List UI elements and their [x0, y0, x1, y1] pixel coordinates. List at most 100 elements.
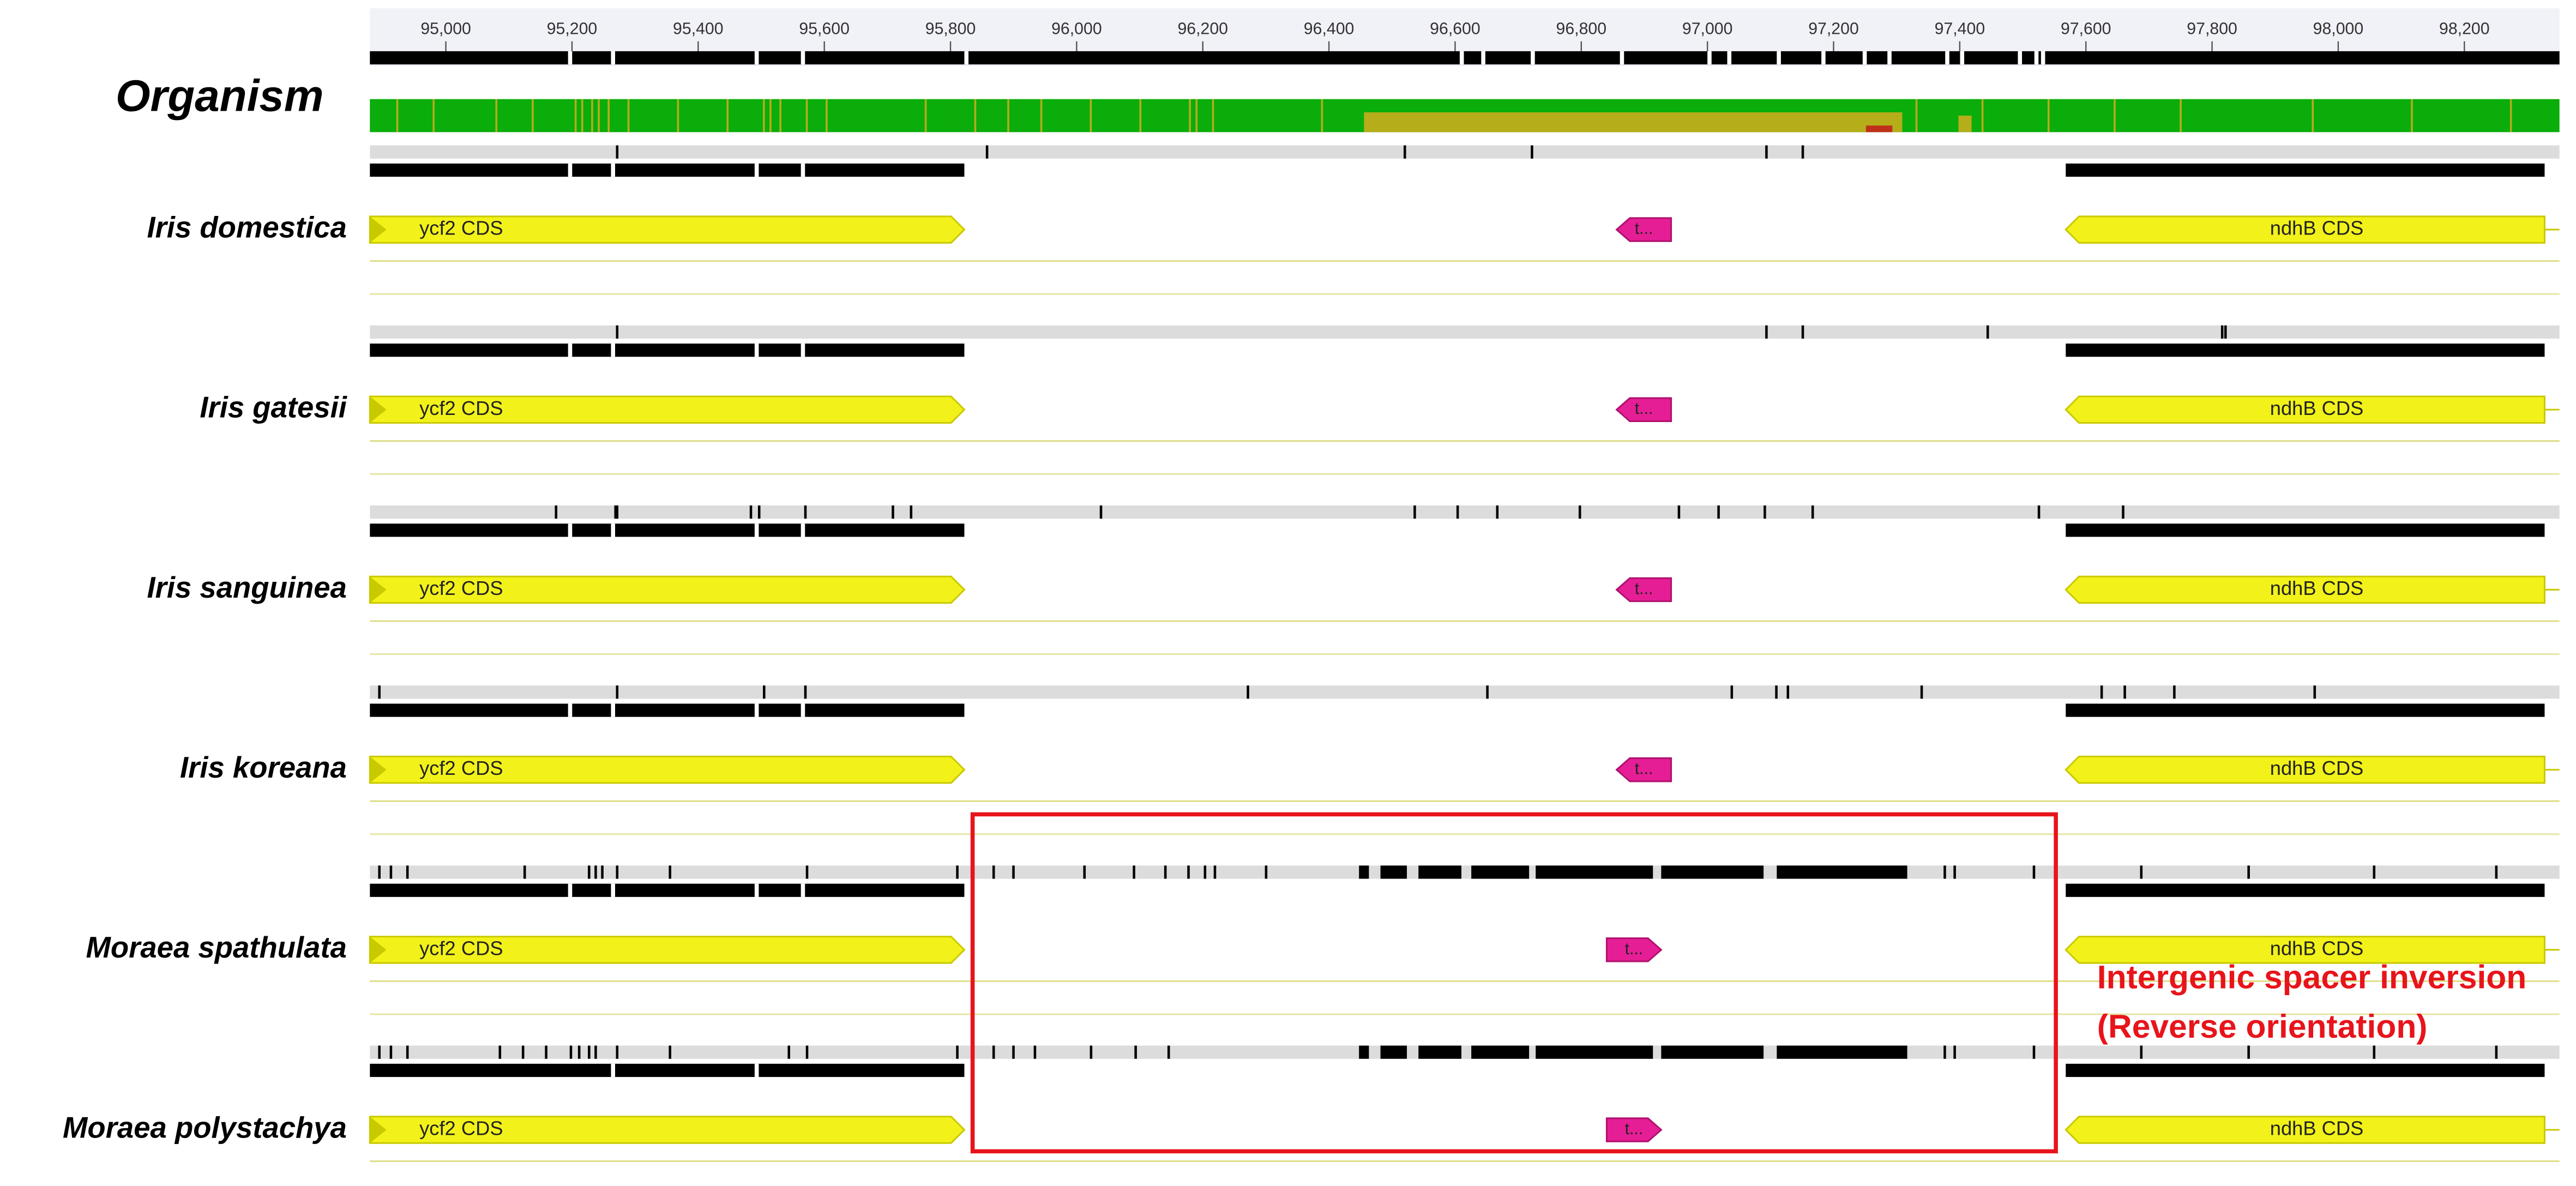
variant-tick: [1033, 1045, 1037, 1059]
variant-tick: [389, 865, 393, 879]
variant-tick: [2140, 865, 2143, 879]
variant-tick: [1099, 505, 1103, 519]
sequence-bar: [370, 505, 2560, 519]
aligned-gap: [611, 523, 616, 537]
variant-tick: [601, 865, 604, 879]
identity-dip: [924, 99, 927, 133]
cds-arrow: [2065, 575, 2545, 604]
coverage-gap: [1821, 51, 1826, 65]
aligned-gap: [754, 523, 759, 537]
identity-low: [1958, 116, 1972, 133]
variant-tick: [1203, 865, 1207, 879]
coverage-gap: [1727, 51, 1732, 65]
variant-tick: [2313, 685, 2316, 699]
variant-tick: [1801, 145, 1804, 159]
ruler-label: 95,000: [420, 20, 471, 38]
identity-dip: [1981, 99, 1984, 133]
variant-tick: [804, 505, 807, 519]
variant-tick: [2373, 865, 2376, 879]
aligned-block: [2066, 344, 2545, 357]
aligned-gap: [801, 703, 805, 717]
variant-run: [1536, 1045, 1653, 1059]
aligned-gap: [754, 703, 759, 717]
aligned-block: [370, 523, 965, 537]
identity-dip: [1007, 99, 1009, 133]
ruler-label: 95,800: [925, 20, 976, 38]
coverage-gap: [2018, 51, 2023, 65]
coverage-gap: [1960, 51, 1965, 65]
variant-run: [1661, 1045, 1764, 1059]
organism-label: Iris koreana: [180, 751, 347, 784]
identity-dip: [1321, 99, 1323, 133]
ruler-label: 95,400: [673, 20, 724, 38]
sequence-bar: [370, 325, 2560, 339]
variant-run: [1359, 1045, 1369, 1059]
variant-tick: [1811, 505, 1814, 519]
aligned-gap: [611, 883, 616, 897]
identity-dip: [1189, 99, 1191, 133]
aligned-gap: [568, 883, 573, 897]
variant-tick: [2495, 1045, 2498, 1059]
aligned-gap: [801, 523, 805, 537]
variant-tick: [594, 865, 597, 879]
cds-arrow: [2065, 395, 2545, 424]
aligned-gap: [754, 883, 759, 897]
annotation-label: ycf2 CDS: [419, 1117, 503, 1140]
cds-arrow: [2065, 755, 2545, 784]
aligned-block: [2066, 883, 2545, 897]
identity-dip: [432, 99, 435, 133]
annotation-label: ycf2 CDS: [419, 217, 503, 239]
variant-tick: [956, 865, 959, 879]
sequence-bar: [370, 865, 2560, 879]
variant-tick: [669, 865, 671, 879]
annotation-label: ndhB CDS: [2270, 577, 2364, 599]
variant-tick: [1213, 865, 1217, 879]
variant-tick: [992, 1045, 995, 1059]
variant-tick: [1496, 505, 1499, 519]
variant-tick: [1953, 865, 1956, 879]
variant-tick: [2123, 685, 2126, 699]
variant-run: [1536, 865, 1653, 879]
trna-arrow: [1615, 577, 1672, 603]
identity-dip: [726, 99, 729, 133]
variant-tick: [1083, 865, 1086, 879]
annotation-label: t...: [1635, 220, 1653, 238]
identity-dip: [769, 99, 772, 133]
variant-tick: [1133, 865, 1135, 879]
trna-arrow: [1615, 397, 1672, 422]
coverage-gap: [568, 51, 573, 65]
variant-tick: [1677, 505, 1681, 519]
variant-tick: [1012, 865, 1015, 879]
aligned-gap: [568, 344, 573, 357]
aligned-gap: [754, 344, 759, 357]
coverage-gap: [611, 51, 616, 65]
aligned-gap: [568, 163, 573, 177]
ruler-label: 95,200: [547, 20, 598, 38]
annotation-label: ndhB CDS: [2270, 1117, 2364, 1140]
variant-tick: [804, 685, 807, 699]
coverage-gap: [1862, 51, 1867, 65]
aligned-block: [2066, 1063, 2545, 1077]
cds-arrow: [2065, 936, 2545, 964]
organism-label: Iris domestica: [147, 210, 346, 244]
identity-dip: [598, 99, 600, 133]
cds-chevron: [370, 1116, 387, 1143]
variant-run: [1471, 865, 1530, 879]
variant-tick: [616, 505, 619, 519]
variant-tick: [1090, 1045, 1093, 1059]
ruler-label: 96,400: [1304, 20, 1355, 38]
identity-dip: [805, 99, 808, 133]
variant-tick: [616, 325, 619, 339]
variant-tick: [555, 505, 558, 519]
identity-dip: [763, 99, 765, 133]
variant-tick: [2247, 865, 2250, 879]
identity-dip: [1915, 99, 1918, 133]
variant-tick: [1265, 865, 1268, 879]
variant-run: [1380, 1045, 1407, 1059]
coverage-gap: [801, 51, 805, 65]
variant-tick: [1801, 325, 1804, 339]
variant-tick: [992, 865, 995, 879]
aligned-gap: [801, 883, 805, 897]
identity-dip: [574, 99, 577, 133]
